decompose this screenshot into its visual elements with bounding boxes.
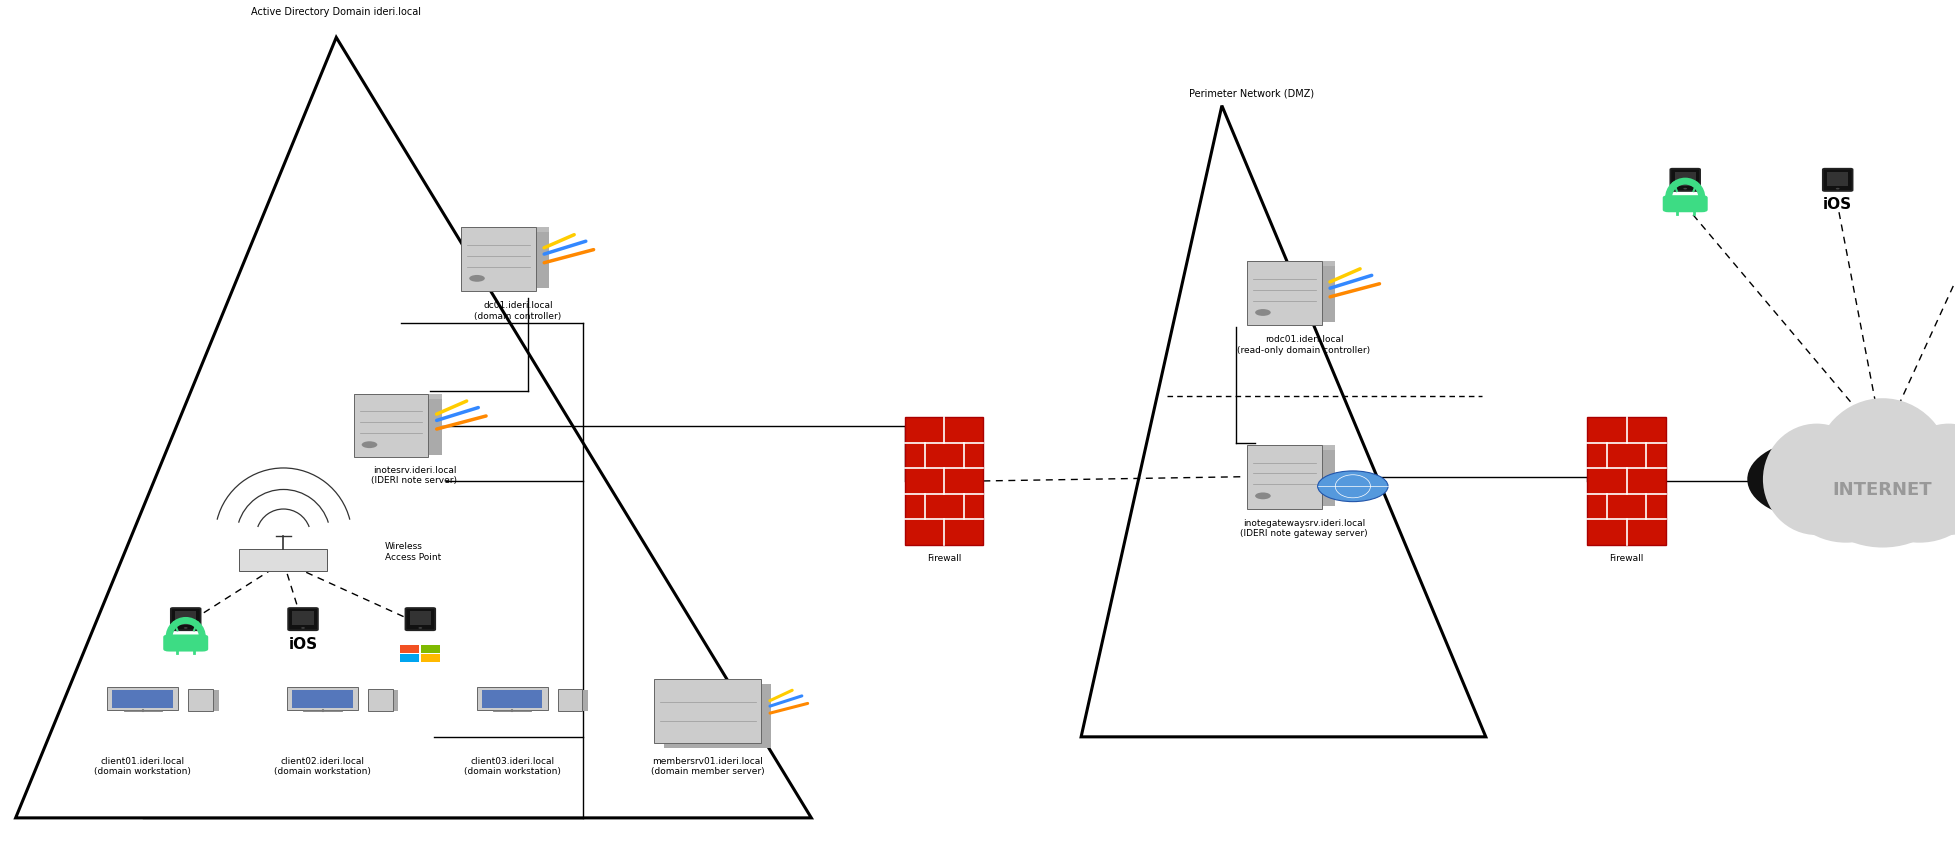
Ellipse shape: [1814, 399, 1951, 539]
FancyBboxPatch shape: [1247, 445, 1335, 450]
Text: inotegatewaysrv.ideri.local
(IDERI note gateway server): inotegatewaysrv.ideri.local (IDERI note …: [1239, 518, 1368, 538]
Text: Wireless
Access Point: Wireless Access Point: [385, 542, 442, 561]
Ellipse shape: [1785, 439, 1906, 543]
Text: iOS: iOS: [289, 636, 317, 651]
FancyBboxPatch shape: [287, 688, 358, 711]
FancyBboxPatch shape: [422, 654, 440, 662]
Circle shape: [301, 627, 305, 629]
Circle shape: [418, 627, 422, 629]
FancyBboxPatch shape: [1587, 417, 1666, 545]
Text: Firewall: Firewall: [927, 554, 962, 563]
FancyBboxPatch shape: [1322, 448, 1335, 506]
FancyBboxPatch shape: [108, 688, 178, 711]
FancyBboxPatch shape: [1662, 196, 1709, 213]
Ellipse shape: [1799, 423, 1955, 515]
FancyBboxPatch shape: [194, 690, 219, 711]
Ellipse shape: [1879, 440, 1955, 520]
Ellipse shape: [1769, 452, 1922, 529]
Text: client02.ideri.local
(domain workstation): client02.ideri.local (domain workstation…: [274, 756, 371, 775]
FancyBboxPatch shape: [1247, 445, 1322, 509]
FancyBboxPatch shape: [1675, 172, 1695, 187]
Text: Active Directory Domain ideri.local: Active Directory Domain ideri.local: [252, 7, 420, 17]
FancyBboxPatch shape: [461, 228, 536, 292]
FancyBboxPatch shape: [162, 635, 207, 652]
FancyBboxPatch shape: [905, 417, 983, 545]
Text: client01.ideri.local
(domain workstation): client01.ideri.local (domain workstation…: [94, 756, 192, 775]
FancyBboxPatch shape: [1247, 262, 1335, 268]
FancyBboxPatch shape: [373, 690, 399, 711]
FancyBboxPatch shape: [293, 690, 352, 708]
Text: client03.ideri.local
(domain workstation): client03.ideri.local (domain workstation…: [463, 756, 561, 775]
FancyBboxPatch shape: [368, 689, 393, 711]
FancyBboxPatch shape: [663, 683, 770, 748]
FancyBboxPatch shape: [428, 397, 442, 455]
FancyBboxPatch shape: [483, 690, 542, 708]
Text: Perimeter Network (DMZ): Perimeter Network (DMZ): [1189, 88, 1314, 98]
FancyBboxPatch shape: [354, 394, 428, 458]
FancyBboxPatch shape: [477, 688, 547, 711]
FancyBboxPatch shape: [1247, 262, 1322, 325]
FancyBboxPatch shape: [239, 550, 326, 571]
Circle shape: [1683, 188, 1687, 190]
FancyBboxPatch shape: [1322, 265, 1335, 323]
FancyBboxPatch shape: [188, 689, 213, 711]
FancyBboxPatch shape: [1828, 172, 1847, 187]
Ellipse shape: [1857, 439, 1955, 543]
Circle shape: [1318, 471, 1388, 502]
FancyBboxPatch shape: [405, 608, 436, 630]
FancyBboxPatch shape: [461, 228, 549, 233]
Ellipse shape: [1799, 458, 1955, 534]
FancyBboxPatch shape: [1822, 170, 1853, 192]
Ellipse shape: [1842, 452, 1955, 529]
Text: dc01.ideri.local
(domain controller): dc01.ideri.local (domain controller): [475, 301, 561, 320]
Circle shape: [1255, 492, 1271, 499]
FancyBboxPatch shape: [563, 690, 588, 711]
FancyBboxPatch shape: [293, 611, 313, 625]
FancyBboxPatch shape: [354, 394, 442, 399]
Ellipse shape: [1814, 444, 1951, 548]
FancyBboxPatch shape: [176, 611, 196, 625]
FancyBboxPatch shape: [536, 231, 549, 289]
FancyBboxPatch shape: [411, 611, 430, 625]
Text: membersrv01.ideri.local
(domain member server): membersrv01.ideri.local (domain member s…: [651, 756, 764, 775]
Circle shape: [1836, 188, 1840, 190]
FancyBboxPatch shape: [401, 654, 418, 662]
Text: Firewall: Firewall: [1609, 554, 1644, 563]
Text: iOS: iOS: [1824, 197, 1851, 212]
FancyBboxPatch shape: [422, 645, 440, 653]
FancyBboxPatch shape: [557, 689, 583, 711]
FancyBboxPatch shape: [401, 645, 418, 653]
FancyBboxPatch shape: [653, 680, 760, 743]
Circle shape: [469, 276, 485, 283]
FancyBboxPatch shape: [287, 608, 319, 630]
FancyBboxPatch shape: [113, 690, 172, 708]
Text: INTERNET: INTERNET: [1834, 481, 1932, 499]
FancyBboxPatch shape: [1670, 170, 1701, 192]
Text: inotesrv.ideri.local
(IDERI note server): inotesrv.ideri.local (IDERI note server): [371, 465, 457, 485]
Ellipse shape: [1763, 424, 1871, 535]
Circle shape: [1255, 309, 1271, 316]
Circle shape: [362, 441, 377, 448]
FancyBboxPatch shape: [170, 608, 201, 630]
Text: rodc01.ideri.local
(read-only domain controller): rodc01.ideri.local (read-only domain con…: [1238, 335, 1370, 354]
Ellipse shape: [1748, 440, 1887, 520]
Circle shape: [184, 627, 188, 629]
Ellipse shape: [1894, 424, 1955, 535]
